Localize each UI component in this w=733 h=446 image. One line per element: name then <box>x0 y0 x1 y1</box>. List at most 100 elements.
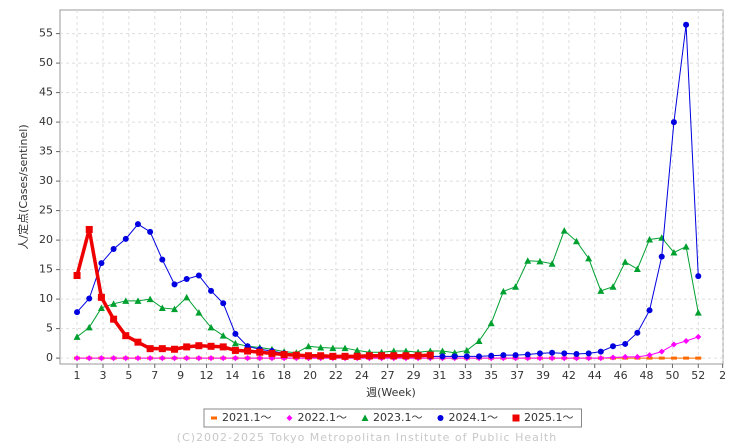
marker <box>74 355 81 362</box>
x-tick-label: 5 <box>125 369 132 382</box>
marker <box>244 355 251 362</box>
marker <box>317 343 325 351</box>
marker <box>402 352 410 360</box>
y-tick-label: 25 <box>39 204 53 217</box>
marker <box>487 319 495 327</box>
marker <box>670 119 677 126</box>
x-tick-label: 14 <box>225 369 239 382</box>
y-tick-label: 50 <box>39 56 53 69</box>
marker <box>231 346 239 354</box>
y-axis-label: 人/定点(Cases/sentinel) <box>16 124 30 249</box>
y-tick-label: 0 <box>46 351 53 364</box>
marker <box>110 300 118 307</box>
marker <box>634 329 641 336</box>
marker <box>341 352 349 360</box>
marker <box>439 353 446 360</box>
marker <box>232 355 239 362</box>
marker <box>524 257 532 264</box>
marker <box>220 300 227 307</box>
x-tick-label: 50 <box>665 369 679 382</box>
marker <box>463 346 471 354</box>
marker <box>341 344 349 352</box>
x-tick-label: 20 <box>303 369 317 382</box>
marker <box>171 355 178 362</box>
marker <box>86 295 93 302</box>
marker <box>633 265 641 273</box>
marker <box>670 356 677 360</box>
marker <box>683 356 690 360</box>
marker <box>414 352 422 360</box>
x-tick-label: 27 <box>381 369 395 382</box>
marker <box>463 353 470 360</box>
marker <box>572 237 580 245</box>
marker <box>268 349 276 357</box>
marker <box>85 225 93 233</box>
marker <box>585 355 592 362</box>
marker <box>74 309 81 316</box>
marker <box>195 272 202 279</box>
legend-label: 2024.1～ <box>449 411 499 424</box>
marker <box>208 355 215 362</box>
marker <box>220 355 227 362</box>
marker <box>573 350 580 357</box>
marker <box>183 355 190 362</box>
marker <box>426 351 434 359</box>
marker <box>536 350 543 357</box>
marker <box>622 340 629 347</box>
legend-label: 2025.1～ <box>524 411 574 424</box>
marker <box>110 355 117 362</box>
x-tick-label: 7 <box>151 369 158 382</box>
x-tick-label: 29 <box>407 369 421 382</box>
marker <box>437 415 444 421</box>
marker <box>695 356 702 360</box>
marker <box>122 332 130 340</box>
marker <box>646 307 653 314</box>
marker <box>658 253 665 260</box>
plot-area <box>59 9 724 365</box>
x-tick-label: 16 <box>251 369 265 382</box>
x-tick-label: 3 <box>99 369 106 382</box>
y-tick-label: 30 <box>39 174 53 187</box>
marker <box>110 315 118 323</box>
marker <box>159 355 166 362</box>
marker <box>317 352 325 360</box>
marker <box>695 273 702 280</box>
marker <box>207 342 215 350</box>
marker <box>512 352 519 359</box>
marker <box>170 345 178 353</box>
marker <box>219 343 227 351</box>
marker <box>585 350 592 357</box>
y-tick-label: 15 <box>39 263 53 276</box>
marker <box>244 347 252 355</box>
marker <box>183 343 191 351</box>
marker <box>549 355 556 362</box>
marker <box>231 339 239 347</box>
x-tick-label: 48 <box>640 369 654 382</box>
x-axis-label: 週(Week) <box>366 386 416 399</box>
marker <box>159 256 166 263</box>
marker <box>110 245 117 252</box>
marker <box>549 349 556 356</box>
x-tick-label: 37 <box>510 369 524 382</box>
x-tick-label: 18 <box>277 369 291 382</box>
marker <box>122 297 130 304</box>
marker <box>183 293 191 301</box>
marker <box>171 281 178 288</box>
marker <box>560 227 568 234</box>
y-tick-label: 45 <box>39 86 53 99</box>
marker <box>634 353 641 360</box>
marker <box>195 342 203 350</box>
marker <box>134 338 142 346</box>
marker <box>304 342 312 350</box>
marker <box>208 287 215 294</box>
marker <box>134 355 141 362</box>
marker <box>646 236 654 243</box>
marker <box>682 243 690 250</box>
marker <box>390 352 398 360</box>
marker <box>147 355 154 362</box>
marker <box>158 304 166 311</box>
marker <box>670 248 678 256</box>
marker <box>329 352 337 360</box>
marker <box>597 355 604 362</box>
marker <box>683 21 690 28</box>
